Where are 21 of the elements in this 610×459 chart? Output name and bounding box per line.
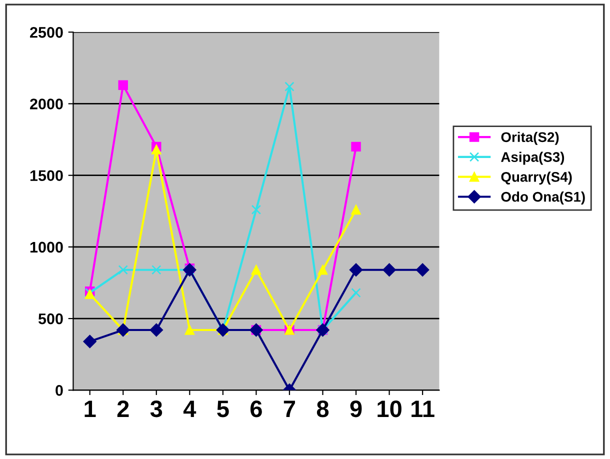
x-tick-label: 3 (150, 400, 162, 418)
legend-label: Odo Ona(S1) (501, 192, 585, 204)
x-tick-label: 9 (350, 400, 362, 418)
y-tick-label: 2000 (30, 98, 63, 110)
y-tick-label: 2500 (30, 27, 63, 38)
legend-label: Orita(S2) (501, 132, 559, 145)
x-tick-label: 2 (117, 400, 129, 417)
x-tick-label: 8 (316, 400, 329, 418)
y-tick-label: 1000 (30, 242, 63, 253)
y-tick-label: 1500 (30, 170, 63, 182)
x-tick-label: 5 (217, 400, 229, 418)
legend-label: Quarry(S4) (501, 172, 572, 185)
x-tick-label: 4 (183, 400, 196, 417)
legend-label: Asipa(S3) (501, 152, 564, 165)
y-tick-label: 0 (56, 385, 63, 396)
x-tick-label: 6 (250, 400, 262, 418)
x-tick-label: 10 (378, 400, 402, 418)
x-tick-label: 11 (412, 400, 434, 417)
x-tick-label: 1 (84, 400, 96, 417)
y-tick-label: 500 (38, 313, 63, 324)
x-tick-label: 7 (284, 400, 295, 417)
